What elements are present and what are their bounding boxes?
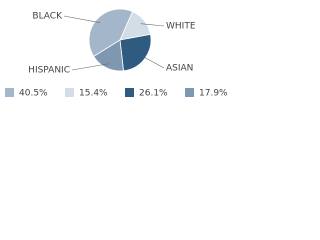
legend-swatch xyxy=(5,88,14,97)
slice-label: BLACK xyxy=(32,12,63,22)
legend-swatch xyxy=(185,88,194,97)
legend-label: 15.4% xyxy=(79,89,108,99)
legend-label: 40.5% xyxy=(19,89,48,99)
slice-label: WHITE xyxy=(166,22,196,32)
slice-label: ASIAN xyxy=(166,64,193,74)
pie-slice xyxy=(88,8,134,57)
leader-line xyxy=(63,15,101,24)
slice-label: HISPANIC xyxy=(28,66,70,76)
legend-swatch xyxy=(65,88,74,97)
legend-label: 17.9% xyxy=(199,89,228,99)
leader-line xyxy=(140,23,165,27)
legend-label: 26.1% xyxy=(139,89,168,99)
leader-line xyxy=(71,63,109,71)
chart: BLACK WHITE ASIAN HISPANIC 40.5% 15.4% 26.1% 17… xyxy=(5,8,228,99)
legend-swatch xyxy=(125,88,134,97)
leader-line xyxy=(141,55,165,69)
pie-slice xyxy=(119,33,152,72)
pie-slice xyxy=(93,39,124,72)
